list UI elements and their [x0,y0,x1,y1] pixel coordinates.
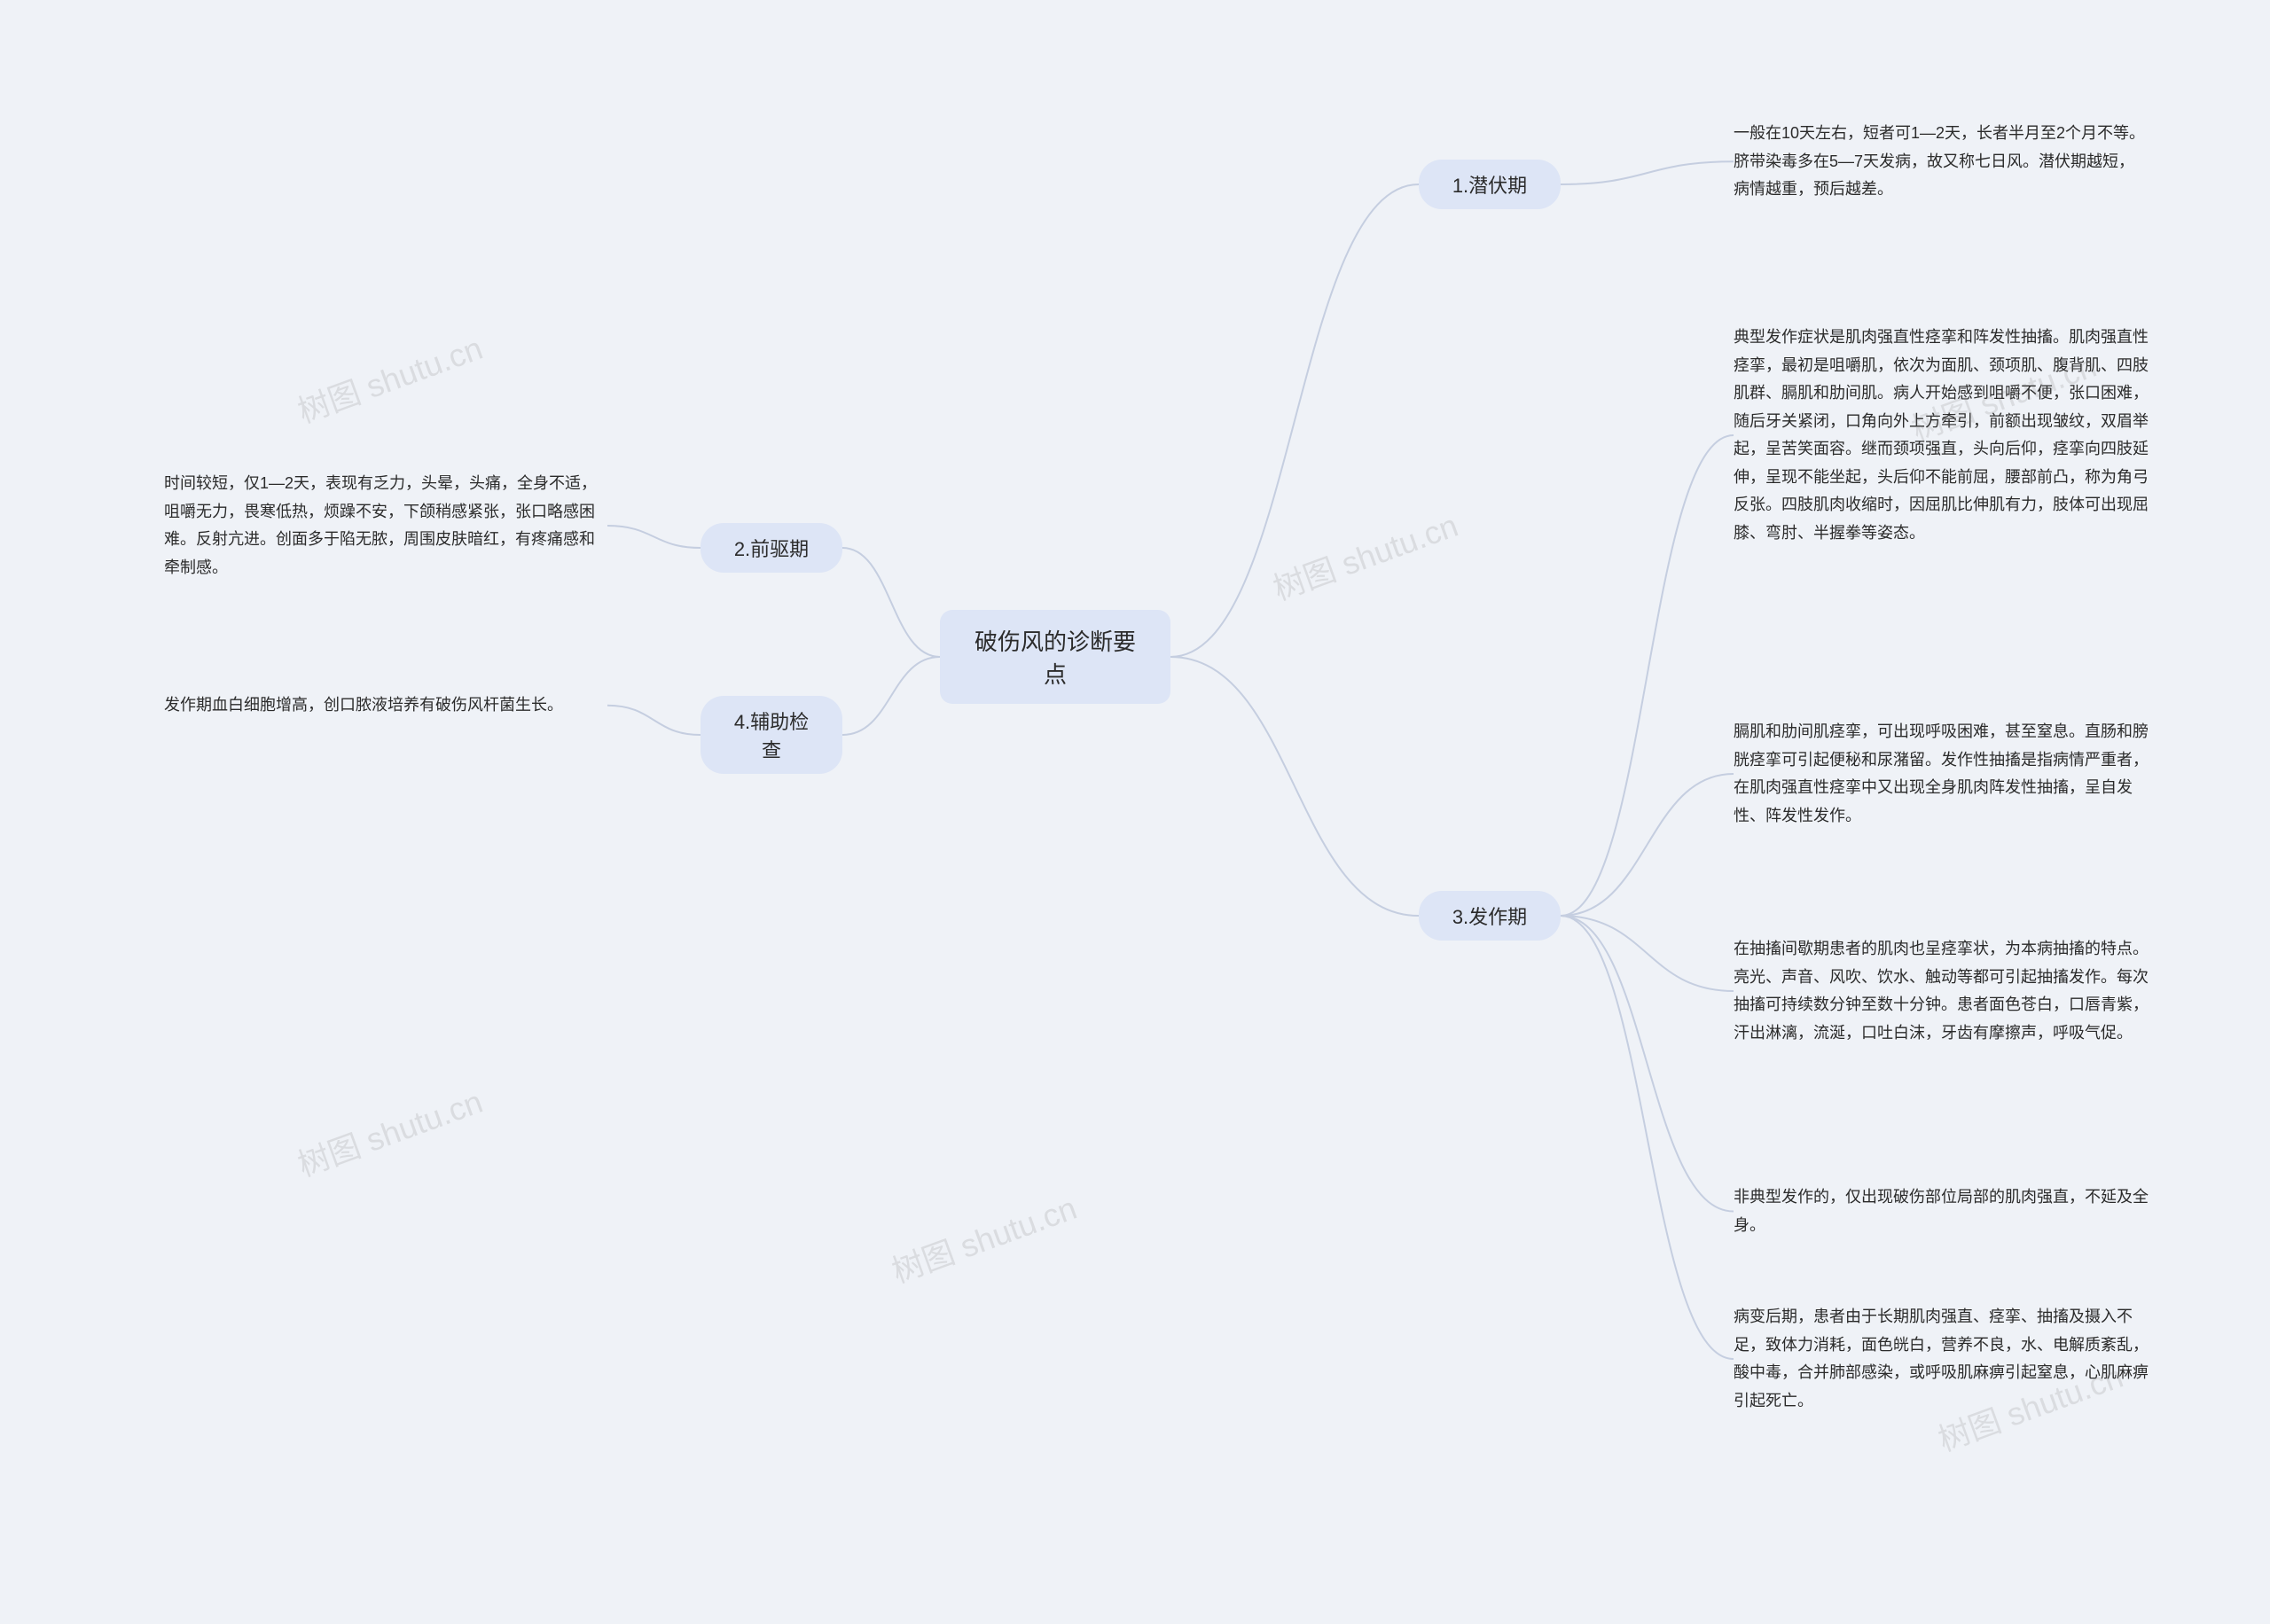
leaf-2a: 时间较短，仅1—2天，表现有乏力，头晕，头痛，全身不适，咀嚼无力，畏寒低热，烦躁… [164,470,607,582]
leaf-3b: 膈肌和肋间肌痉挛，可出现呼吸困难，甚至窒息。直肠和膀胱痉挛可引起便秘和尿潴留。发… [1734,718,2150,830]
branch-4-label: 4.辅助检查 [734,711,809,761]
mindmap-canvas: 破伤风的诊断要点 1.潜伏期 2.前驱期 3.发作期 4.辅助检查 一般在10天… [0,0,2270,1624]
watermark: 树图 shutu.cn [885,1183,1083,1292]
branch-1-label: 1.潜伏期 [1452,175,1527,197]
branch-3-label: 3.发作期 [1452,906,1527,928]
leaf-2a-text: 时间较短，仅1—2天，表现有乏力，头晕，头痛，全身不适，咀嚼无力，畏寒低热，烦躁… [164,474,597,576]
leaf-3e: 病变后期，患者由于长期肌肉强直、痉挛、抽搐及摄入不足，致体力消耗，面色㿠白，营养… [1734,1303,2150,1415]
leaf-3a: 典型发作症状是肌肉强直性痉挛和阵发性抽搐。肌肉强直性痉挛，最初是咀嚼肌，依次为面… [1734,324,2150,547]
branch-4[interactable]: 4.辅助检查 [701,696,842,774]
watermark: 树图 shutu.cn [291,323,489,432]
leaf-1-text: 一般在10天左右，短者可1—2天，长者半月至2个月不等。脐带染毒多在5—7天发病… [1734,124,2145,198]
leaf-4: 发作期血白细胞增高，创口脓液培养有破伤风杆菌生长。 [164,691,607,720]
root-node[interactable]: 破伤风的诊断要点 [940,610,1170,704]
leaf-3a-text: 典型发作症状是肌肉强直性痉挛和阵发性抽搐。肌肉强直性痉挛，最初是咀嚼肌，依次为面… [1734,328,2149,542]
branch-3[interactable]: 3.发作期 [1419,891,1561,941]
root-label: 破伤风的诊断要点 [975,629,1136,688]
leaf-3b-text: 膈肌和肋间肌痉挛，可出现呼吸困难，甚至窒息。直肠和膀胱痉挛可引起便秘和尿潴留。发… [1734,722,2149,824]
watermark: 树图 shutu.cn [291,1076,489,1185]
leaf-4-text: 发作期血白细胞增高，创口脓液培养有破伤风杆菌生长。 [164,696,563,714]
branch-2[interactable]: 2.前驱期 [701,523,842,573]
leaf-3d: 非典型发作的，仅出现破伤部位局部的肌肉强直，不延及全身。 [1734,1183,2150,1239]
branch-1[interactable]: 1.潜伏期 [1419,160,1561,209]
leaf-1: 一般在10天左右，短者可1—2天，长者半月至2个月不等。脐带染毒多在5—7天发病… [1734,120,2150,204]
leaf-3c-text: 在抽搐间歇期患者的肌肉也呈痉挛状，为本病抽搐的特点。亮光、声音、风吹、饮水、触动… [1734,940,2149,1042]
branch-2-label: 2.前驱期 [734,538,809,560]
leaf-3d-text: 非典型发作的，仅出现破伤部位局部的肌肉强直，不延及全身。 [1734,1188,2149,1234]
leaf-3c: 在抽搐间歇期患者的肌肉也呈痉挛状，为本病抽搐的特点。亮光、声音、风吹、饮水、触动… [1734,935,2150,1047]
watermark: 树图 shutu.cn [1266,500,1464,609]
leaf-3e-text: 病变后期，患者由于长期肌肉强直、痉挛、抽搐及摄入不足，致体力消耗，面色㿠白，营养… [1734,1308,2149,1409]
